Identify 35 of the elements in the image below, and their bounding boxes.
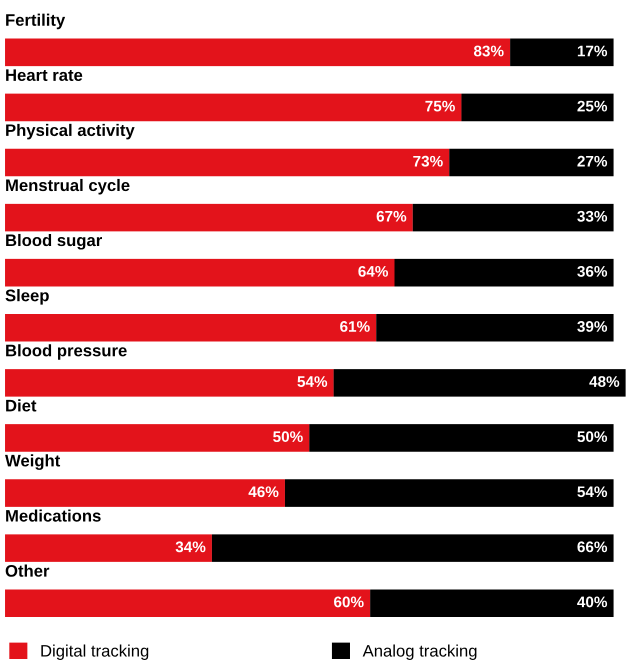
y-tick-label: Other <box>6 564 50 577</box>
data-label: 25% <box>577 100 608 112</box>
data-label: 17% <box>578 46 608 56</box>
y-tick-label: Sleep <box>5 289 49 305</box>
data-label: 73% <box>413 156 443 167</box>
data-label: 64% <box>358 266 388 277</box>
data-label: 66% <box>577 541 608 552</box>
y-tick-label: Heart rate <box>6 69 82 81</box>
legend-label: Analog tracking <box>362 644 476 660</box>
data-label: 83% <box>474 46 504 56</box>
y-tick-label: Weight <box>5 454 60 470</box>
data-label: 48% <box>589 376 620 387</box>
y-tick-label: Diet <box>6 399 36 412</box>
data-label: 46% <box>248 486 278 498</box>
data-label: 36% <box>577 266 608 277</box>
data-label: 61% <box>340 321 370 332</box>
legend-label: Digital tracking <box>41 644 148 660</box>
y-tick-label: Blood sugar <box>6 234 102 250</box>
data-label: 50% <box>577 431 608 442</box>
data-label: 54% <box>297 376 328 387</box>
data-label: 60% <box>334 596 364 608</box>
data-label: 27% <box>577 156 608 167</box>
data-label: 50% <box>273 431 303 442</box>
data-label: 33% <box>577 210 608 222</box>
data-label: 67% <box>376 210 406 222</box>
data-label: 54% <box>577 486 608 498</box>
y-tick-label: Menstrual cycle <box>6 178 130 194</box>
data-label: 39% <box>577 321 608 332</box>
data-label: 34% <box>176 541 206 552</box>
y-tick-label: Fertility <box>6 14 66 30</box>
y-tick-label: Blood pressure <box>6 344 127 360</box>
y-tick-label: Physical activity <box>6 124 135 140</box>
data-label: 75% <box>425 100 455 112</box>
data-label: 40% <box>577 596 608 608</box>
y-tick-label: Medications <box>6 509 101 522</box>
